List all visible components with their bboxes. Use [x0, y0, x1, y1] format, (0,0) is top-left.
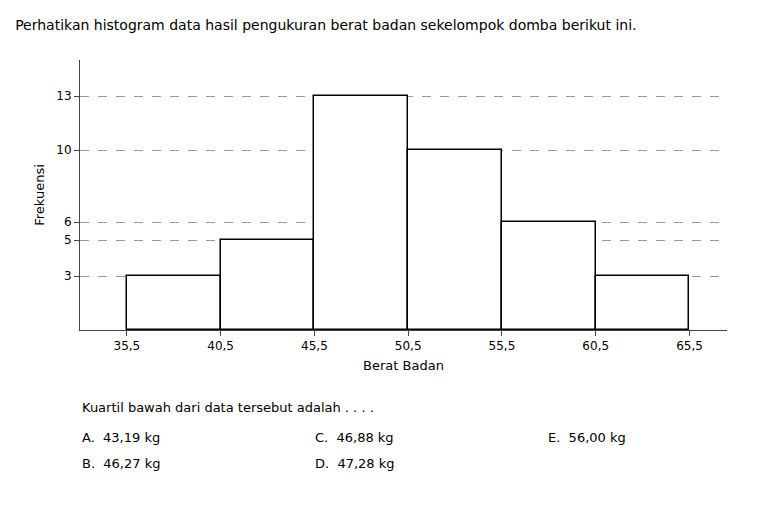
svg-text:B. 46,27 kg: B. 46,27 kg	[82, 456, 160, 471]
svg-text:55,5: 55,5	[489, 339, 516, 353]
svg-text:Frekuensi: Frekuensi	[32, 164, 47, 226]
svg-text:50,5: 50,5	[395, 339, 422, 353]
svg-text:A. 43,19 kg: A. 43,19 kg	[82, 430, 160, 445]
svg-text:3: 3	[64, 269, 72, 283]
svg-text:C. 46,88 kg: C. 46,88 kg	[315, 430, 394, 445]
svg-text:Kuartil bawah dari data terseb: Kuartil bawah dari data tersebut adalah …	[82, 400, 374, 415]
svg-text:D. 47,28 kg: D. 47,28 kg	[315, 456, 395, 471]
svg-text:6: 6	[64, 215, 72, 229]
svg-text:45,5: 45,5	[301, 339, 328, 353]
svg-text:10: 10	[56, 143, 71, 157]
svg-text:40,5: 40,5	[207, 339, 234, 353]
svg-text:E. 56,00 kg: E. 56,00 kg	[548, 430, 626, 445]
svg-text:35,5: 35,5	[114, 339, 141, 353]
svg-text:Berat Badan: Berat Badan	[363, 358, 444, 373]
svg-text:13: 13	[56, 89, 71, 103]
svg-text:60,5: 60,5	[582, 339, 609, 353]
svg-text:5: 5	[64, 233, 72, 247]
svg-text:65,5: 65,5	[676, 339, 703, 353]
svg-text:Perhatikan histogram data hasi: Perhatikan histogram data hasil pengukur…	[15, 17, 636, 33]
